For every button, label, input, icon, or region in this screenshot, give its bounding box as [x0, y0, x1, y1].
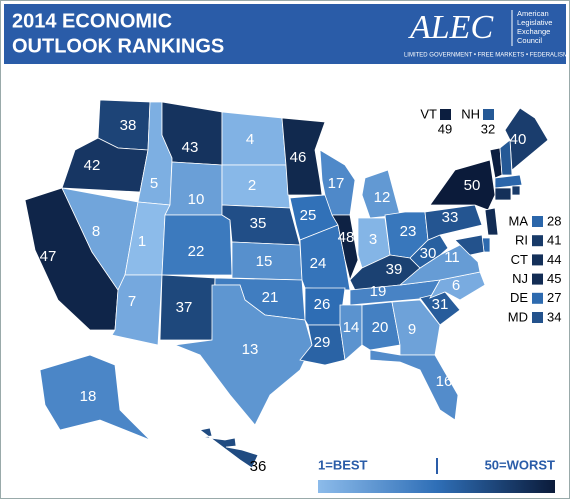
state-rank: 4	[246, 131, 254, 148]
state-rank: 10	[188, 191, 205, 208]
state	[454, 234, 485, 256]
state-abbr: NJ	[512, 271, 528, 286]
state-rank: 6	[452, 277, 460, 294]
state-abbr: NH	[461, 106, 480, 121]
state-rank: 47	[40, 248, 57, 265]
state-rank: 33	[442, 209, 459, 226]
state-rank: 50	[464, 177, 481, 194]
logo-name: Legislative	[517, 18, 552, 27]
state-rank: 26	[314, 296, 331, 313]
state-rank: 28	[547, 213, 561, 228]
state	[39, 354, 151, 441]
state-swatch	[532, 292, 543, 304]
state-rank: 20	[372, 319, 389, 336]
state	[199, 427, 259, 469]
legend-gradient	[318, 480, 555, 493]
state-rank: 17	[328, 175, 345, 192]
state-swatch	[532, 216, 543, 227]
state-rank: 29	[314, 334, 331, 351]
state-rank: 41	[547, 233, 561, 248]
state	[499, 139, 513, 176]
state	[424, 204, 483, 241]
state-rank: 7	[128, 293, 136, 310]
state-rank: 42	[84, 157, 101, 174]
state	[494, 187, 512, 201]
tagline: LIMITED GOVERNMENT • FREE MARKETS • FEDE…	[404, 53, 568, 59]
state-rank: 43	[182, 139, 199, 156]
state-rank: 2	[248, 177, 256, 194]
state-rank: 12	[374, 189, 391, 206]
state-rank: 5	[150, 175, 158, 192]
logo: ALEC	[408, 9, 493, 46]
state-rank: 48	[338, 229, 355, 246]
state-abbr: VT	[420, 106, 437, 121]
state-rank: 30	[420, 245, 437, 262]
state-swatch	[532, 235, 543, 247]
state-rank: 25	[300, 207, 317, 224]
state-rank: 27	[547, 290, 561, 305]
state	[281, 117, 326, 196]
state-rank: 31	[432, 296, 449, 313]
state-rank: 45	[547, 271, 561, 286]
state-rank: 49	[438, 121, 452, 136]
state-rank: 3	[369, 231, 377, 248]
state	[161, 214, 233, 276]
logo-name: Exchange	[517, 27, 550, 36]
state-rank: 16	[436, 373, 453, 390]
state-rank: 15	[256, 253, 273, 270]
state	[369, 349, 459, 421]
state-swatch	[440, 109, 451, 120]
state-rank: 13	[242, 341, 259, 358]
header-band	[4, 4, 566, 64]
state-rank: 9	[408, 321, 416, 338]
title: 2014 ECONOMIC	[12, 10, 172, 32]
state-swatch	[532, 312, 543, 323]
legend-best: 1=BEST	[318, 457, 368, 472]
state-rank: 40	[510, 131, 527, 148]
state-rank: 1	[138, 233, 146, 250]
state-rank: 46	[290, 149, 307, 166]
state	[173, 284, 313, 426]
state-rank: 23	[400, 223, 417, 240]
state-rank: 11	[444, 249, 460, 266]
state	[361, 301, 401, 351]
state-rank: 8	[92, 223, 100, 240]
state-swatch	[483, 109, 494, 120]
state-abbr: MA	[509, 213, 529, 228]
state-rank: 22	[188, 243, 205, 260]
logo-name: American	[517, 9, 549, 18]
state-rank: 38	[120, 117, 137, 134]
state-rank: 35	[250, 215, 267, 232]
state	[398, 244, 481, 286]
state-rank: 19	[370, 283, 387, 300]
state	[511, 185, 521, 196]
state-swatch	[532, 273, 543, 285]
state-rank: 14	[343, 319, 360, 336]
state-abbr: DE	[510, 290, 528, 305]
state-rank: 36	[250, 458, 267, 475]
state-rank: 18	[80, 388, 97, 405]
state-rank: 21	[262, 289, 279, 306]
state-swatch	[532, 254, 543, 266]
state-rank: 44	[547, 252, 561, 267]
state-rank: 32	[481, 121, 495, 136]
title: OUTLOOK RANKINGS	[12, 35, 224, 57]
state-rank: 37	[176, 299, 193, 316]
state-rank: 34	[547, 309, 561, 324]
state-rank: 24	[310, 255, 327, 272]
state	[339, 304, 363, 361]
state-abbr: RI	[515, 233, 528, 248]
state	[494, 174, 523, 189]
state-abbr: MD	[508, 309, 528, 324]
legend-worst: 50=WORST	[485, 457, 555, 472]
logo-name: Council	[517, 36, 542, 45]
state-abbr: CT	[511, 252, 528, 267]
state-rank: 39	[386, 261, 403, 278]
state	[484, 207, 499, 236]
